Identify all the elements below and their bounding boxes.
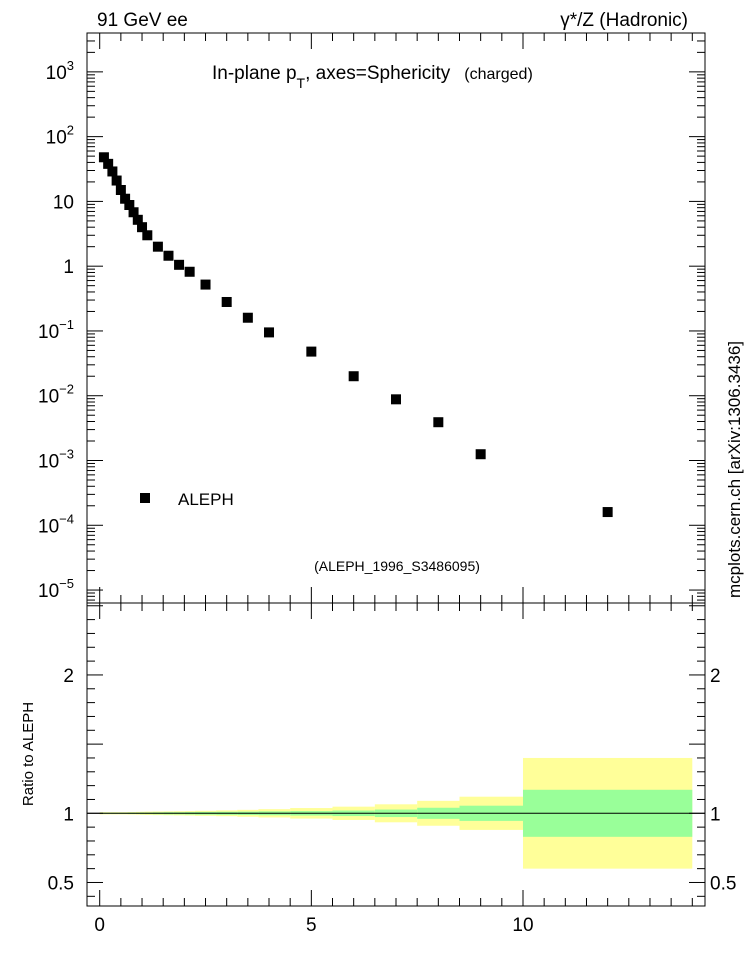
ratio-plot-panel: 0.5 0.5 1 1 2 2 0 5 10 Ratio to ALEPH: [20, 602, 737, 936]
aleph-point: [128, 207, 139, 218]
main-y-tick-label: 10−3: [38, 447, 74, 473]
mcplots-side-label: mcplots.cern.ch [arXiv:1306.3436]: [725, 341, 744, 598]
aleph-point: [124, 200, 135, 211]
main-y-tick-label-exp: −2: [59, 382, 74, 397]
aleph-point: [163, 250, 174, 261]
main-y-tick-label: 10: [53, 192, 74, 213]
main-title-text: In-plane p: [212, 63, 297, 84]
main-y-tick-label-base: 10: [53, 192, 74, 213]
ratio-y-tick-label-left: 2: [63, 666, 74, 687]
ratio-x-tick-label: 10: [512, 915, 533, 936]
aleph-point: [306, 346, 317, 357]
ratio-y-tick-labels: 0.5 0.5 1 1 2 2: [48, 666, 737, 895]
aleph-point: [152, 241, 163, 252]
ratio-x-tick-labels: 0 5 10: [94, 915, 533, 936]
main-y-tick-label-base: 10: [38, 516, 59, 537]
aleph-point: [132, 214, 143, 225]
aleph-point: [137, 222, 148, 233]
ratio-axis-ticks: [87, 603, 705, 906]
aleph-point: [142, 230, 153, 241]
main-y-tick-label-exp: −4: [59, 511, 74, 526]
main-y-tick-label-base: 10: [38, 322, 59, 343]
aleph-point: [602, 507, 613, 518]
aleph-point: [107, 166, 118, 177]
legend-label: ALEPH: [178, 490, 234, 509]
aleph-point: [264, 327, 275, 338]
main-y-tick-label-base: 10: [38, 581, 59, 602]
main-y-tick-label-base: 1: [63, 257, 74, 278]
main-y-tick-label-base: 10: [38, 387, 59, 408]
main-y-tick-label: 1: [63, 257, 74, 278]
aleph-point: [120, 193, 131, 204]
main-title-rest: , axes=Sphericity: [305, 63, 451, 84]
main-y-tick-label-base: 10: [38, 452, 59, 473]
ratio-x-tick-label: 0: [94, 915, 105, 936]
ratio-y-tick-label-left: 1: [63, 804, 74, 825]
ratio-y-tick-label-right: 2: [710, 666, 721, 687]
legend-marker: [140, 493, 150, 503]
main-axis-ticks: [87, 33, 705, 603]
aleph-point: [475, 449, 486, 460]
main-y-tick-label: 10−4: [38, 511, 74, 537]
aleph-point: [115, 185, 126, 196]
main-y-tick-label: 10−5: [38, 576, 74, 602]
main-plot-frame: [86, 32, 706, 604]
aleph-point: [433, 417, 444, 428]
main-title: In-plane pT, axes=Sphericity (charged): [212, 63, 533, 91]
ratio-y-tick-label-right: 0.5: [710, 873, 736, 894]
main-title-subscript: T: [297, 75, 306, 91]
aleph-point: [174, 259, 185, 270]
main-y-tick-label: 102: [46, 123, 74, 149]
ratio-plot-frame: [86, 602, 706, 907]
main-y-tick-label-exp: −5: [59, 576, 74, 591]
aleph-point: [184, 266, 195, 277]
main-y-tick-label-base: 10: [46, 128, 67, 149]
main-y-tick-label-base: 10: [46, 63, 67, 84]
header-left-label: 91 GeV ee: [97, 10, 188, 31]
main-y-tick-label-exp: 3: [67, 58, 74, 73]
aleph-data-points: [98, 152, 613, 518]
aleph-point: [221, 296, 232, 307]
main-title-note: (charged): [464, 66, 532, 83]
aleph-point: [242, 312, 253, 323]
main-y-tick-label-exp: 2: [67, 123, 74, 138]
main-y-tick-label: 10−2: [38, 382, 74, 408]
aleph-point: [103, 158, 114, 169]
ratio-y-axis-label: Ratio to ALEPH: [20, 702, 37, 806]
aleph-point: [391, 394, 401, 405]
main-y-tick-label: 103: [46, 58, 74, 84]
analysis-label: (ALEPH_1996_S3486095): [314, 558, 480, 574]
main-y-tick-label-exp: −1: [59, 317, 74, 332]
ratio-y-tick-label-right: 1: [710, 804, 721, 825]
header-right-label: γ*/Z (Hadronic): [560, 10, 688, 31]
main-y-tick-label: 10−1: [38, 317, 74, 343]
aleph-point: [98, 152, 109, 163]
aleph-point: [111, 175, 122, 186]
ratio-x-tick-label: 5: [306, 915, 317, 936]
main-y-tick-label-exp: −3: [59, 447, 74, 462]
aleph-point: [348, 371, 359, 382]
ratio-y-tick-label-left: 0.5: [48, 873, 74, 894]
aleph-point: [200, 279, 211, 290]
